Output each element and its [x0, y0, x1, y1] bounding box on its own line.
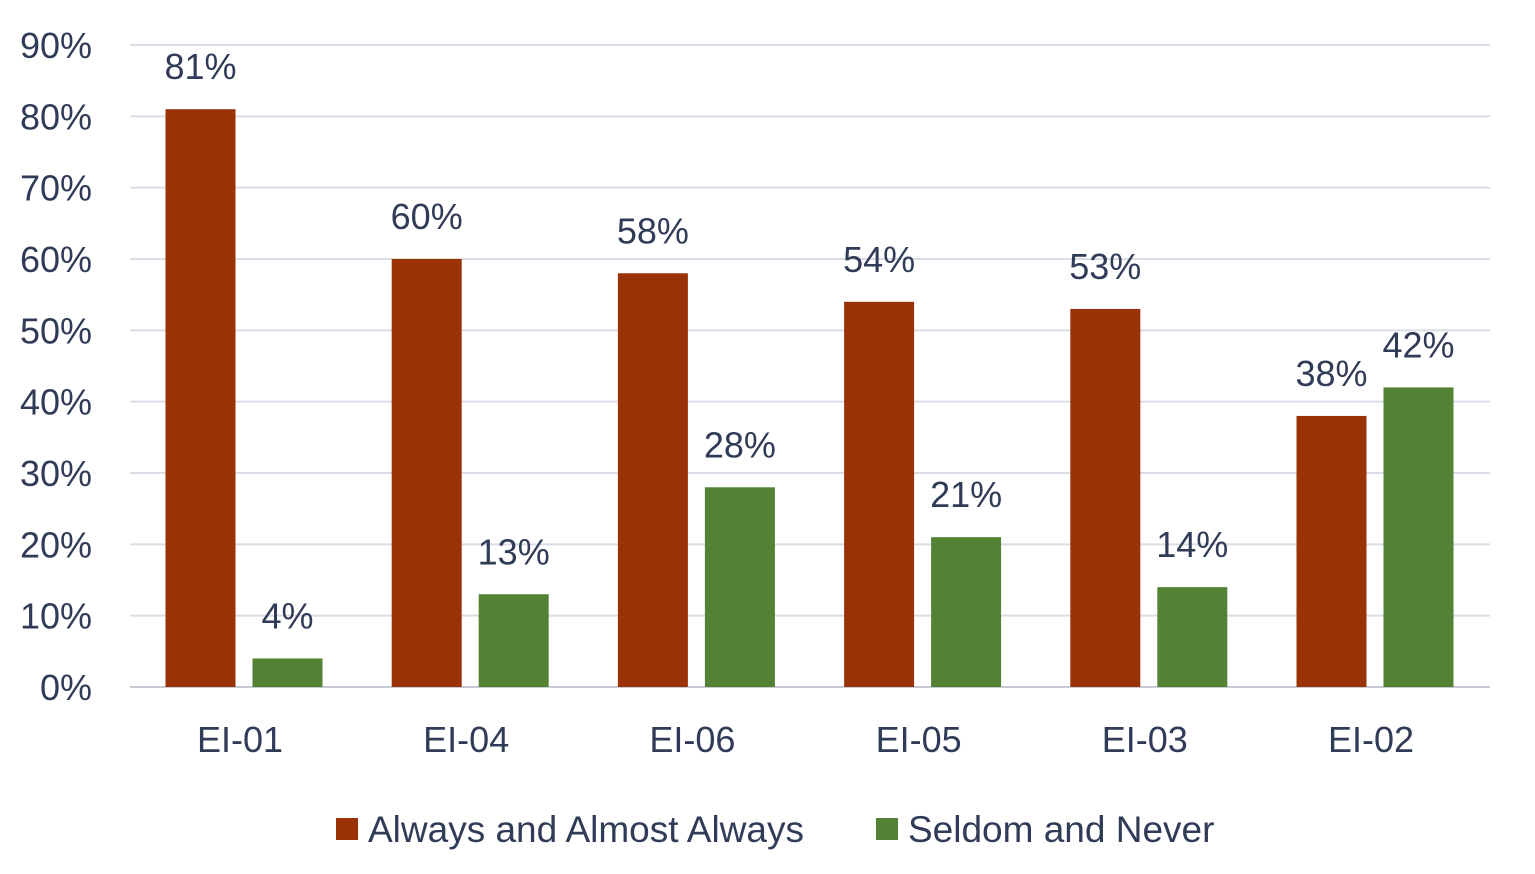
y-tick-label: 0%: [40, 667, 92, 708]
bar-seldom-ei-05: [931, 537, 1002, 687]
data-label: 60%: [391, 196, 463, 237]
x-axis: EI-01 EI-04 EI-06 EI-05 EI-03 EI-02: [197, 719, 1414, 760]
bar-seldom-ei-03: [1157, 587, 1228, 687]
x-category-label: EI-02: [1328, 719, 1414, 760]
data-label: 14%: [1156, 524, 1228, 565]
bars: [165, 109, 1454, 687]
bar-seldom-ei-06: [704, 487, 775, 687]
bar-seldom-ei-01: [252, 658, 323, 687]
x-category-label: EI-03: [1102, 719, 1188, 760]
data-label: 81%: [164, 46, 236, 87]
data-label: 28%: [704, 424, 776, 465]
data-label: 4%: [261, 595, 313, 636]
y-tick-label: 10%: [20, 596, 92, 637]
bar-always-ei-05: [844, 301, 915, 687]
legend-label: Always and Almost Always: [368, 809, 804, 850]
x-category-label: EI-06: [649, 719, 735, 760]
grid: [130, 44, 1490, 688]
data-label: 21%: [930, 474, 1002, 515]
y-tick-label: 60%: [20, 239, 92, 280]
bar-always-ei-01: [165, 109, 236, 687]
data-label: 42%: [1382, 324, 1454, 365]
legend: Always and Almost Always Seldom and Never: [336, 809, 1214, 850]
x-category-label: EI-01: [197, 719, 283, 760]
bar-seldom-ei-02: [1383, 387, 1454, 687]
data-label: 58%: [617, 210, 689, 251]
y-tick-label: 90%: [20, 25, 92, 66]
data-label: 38%: [1295, 353, 1367, 394]
legend-swatch: [336, 818, 358, 840]
bar-always-ei-03: [1070, 308, 1141, 687]
y-tick-label: 70%: [20, 168, 92, 209]
y-tick-label: 50%: [20, 310, 92, 351]
legend-item-always: Always and Almost Always: [336, 809, 804, 850]
data-label: 53%: [1069, 246, 1141, 287]
bar-always-ei-04: [391, 259, 462, 687]
y-tick-label: 30%: [20, 453, 92, 494]
bar-always-ei-02: [1296, 415, 1367, 687]
x-category-label: EI-05: [876, 719, 962, 760]
bar-always-ei-06: [617, 273, 688, 687]
data-label: 13%: [478, 531, 550, 572]
data-label: 54%: [843, 239, 915, 280]
bar-seldom-ei-04: [478, 594, 549, 687]
y-tick-label: 40%: [20, 382, 92, 423]
legend-swatch: [876, 818, 898, 840]
x-category-label: EI-04: [423, 719, 509, 760]
data-labels: 81% 4% 60% 13% 58% 28% 54% 21% 53% 14% 38% 42%: [164, 46, 1454, 636]
legend-item-seldom: Seldom and Never: [876, 809, 1214, 850]
y-tick-label: 80%: [20, 96, 92, 137]
legend-label: Seldom and Never: [908, 809, 1214, 850]
y-axis: 0% 10% 20% 30% 40% 50% 60% 70% 80% 90%: [20, 25, 92, 708]
y-tick-label: 20%: [20, 524, 92, 565]
